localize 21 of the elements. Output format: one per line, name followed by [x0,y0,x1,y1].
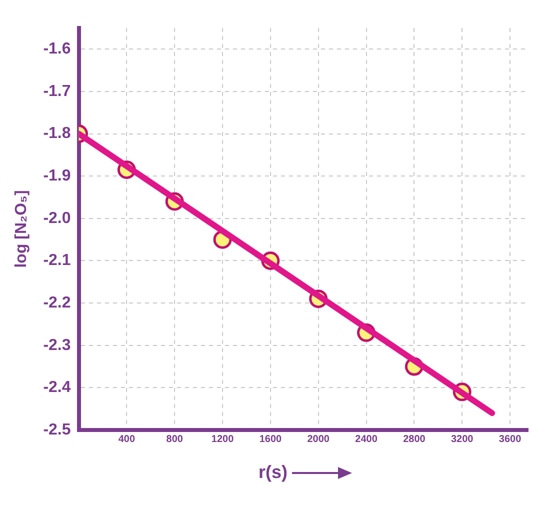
y-tick-label: -1.8 [43,125,71,142]
x-tick-label: 1600 [259,434,282,445]
y-tick-label: -2.3 [43,336,71,354]
x-tick-label: 2000 [307,434,330,445]
x-tick-label: 1200 [211,434,234,445]
y-tick-label: -1.7 [43,82,71,100]
x-axis-title: r(s) [258,462,288,483]
x-tick-label: 3600 [498,434,522,445]
x-tick-label: 400 [118,434,136,445]
y-axis-title: log [N₂O₅] [13,190,30,268]
x-tick-label: 3200 [450,434,474,445]
x-tick-label: 2400 [355,434,378,445]
y-tick-label: -1.6 [43,40,71,58]
y-tick-label: -2.0 [43,210,71,227]
x-tick-label: 800 [166,434,184,445]
y-tick-label: -2.5 [43,421,71,438]
y-tick-label: -2.4 [43,379,71,396]
y-tick-label: -1.9 [43,168,71,185]
y-tick-label: -2.2 [43,294,71,312]
x-tick-label: 2800 [403,434,426,445]
y-tick-label: -2.1 [43,252,71,270]
